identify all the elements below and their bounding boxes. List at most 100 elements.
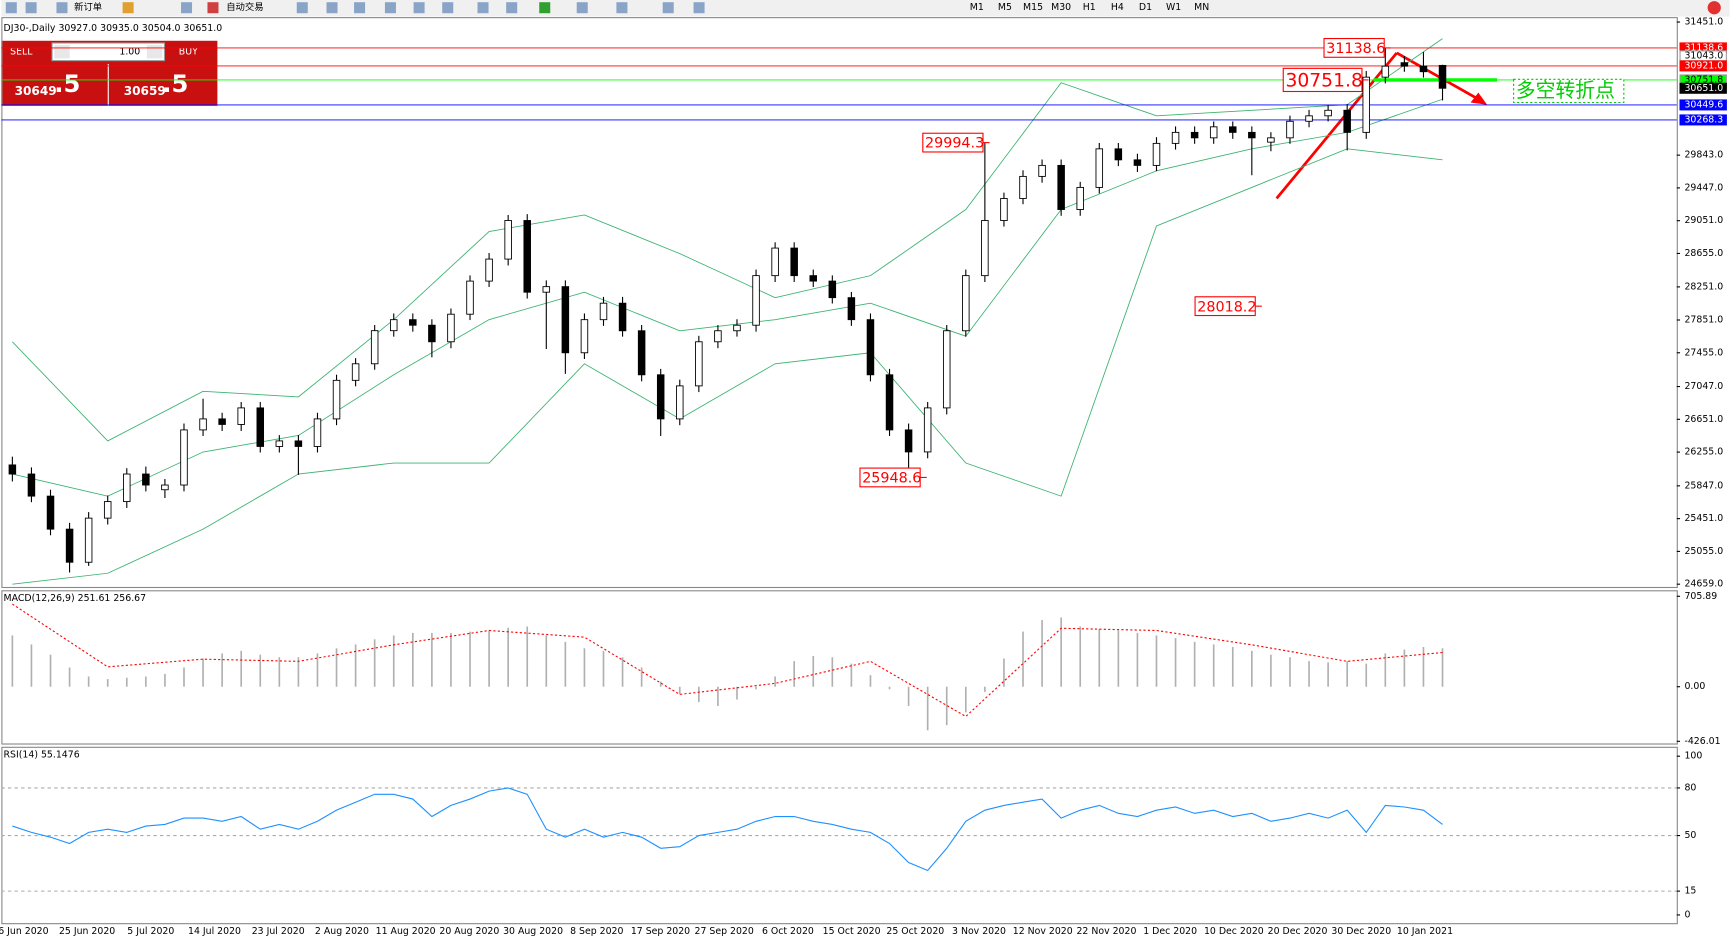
x-tick-label: 5 Jul 2020: [127, 926, 174, 937]
candle-body: [1419, 65, 1428, 73]
sell-button[interactable]: SELL: [10, 46, 33, 57]
price-level-label: 30751.8: [1684, 74, 1723, 85]
y-tick-label: 24659.0: [1684, 579, 1723, 590]
price-level-label: 30921.0: [1684, 60, 1723, 71]
candle-body: [370, 330, 379, 365]
y-tick-label: 27455.0: [1684, 347, 1723, 358]
auto-trading-button[interactable]: 自动交易: [226, 1, 263, 13]
sell-pips[interactable]: .5: [54, 69, 80, 98]
timeframe-button[interactable]: MN: [1194, 2, 1209, 13]
price-level-label: 30268.3: [1684, 114, 1723, 125]
candle-body: [294, 440, 303, 447]
annotation-label: 31138.6: [1326, 41, 1385, 57]
panel-title: DJ30-,Daily 30927.0 30935.0 30504.0 3065…: [4, 23, 223, 34]
y-tick-label: -426.01: [1684, 736, 1720, 747]
candle-body: [332, 379, 341, 420]
new-order-button[interactable]: 新订单: [74, 1, 102, 13]
annotation-label: 29994.3: [925, 136, 984, 152]
x-tick-label: 17 Sep 2020: [631, 926, 690, 937]
trade-panel: SELL 1.00 BUY 30649 .5 30659 .5: [1, 40, 218, 106]
timeframe-button[interactable]: D1: [1139, 2, 1152, 13]
buy-pips[interactable]: .5: [162, 69, 188, 98]
toolbar-icons: [5, 1, 1721, 15]
note-box: [1513, 78, 1625, 104]
candle-body: [504, 220, 512, 260]
candle-body: [1190, 131, 1199, 139]
candle-body: [123, 473, 131, 503]
x-tick-label: 25 Oct 2020: [886, 926, 944, 937]
candle-body: [618, 302, 627, 332]
timeframe-button[interactable]: M5: [998, 2, 1012, 13]
x-tick-label: 10 Dec 2020: [1204, 926, 1264, 937]
y-tick-label: 27851.0: [1684, 314, 1723, 325]
candle-body: [981, 220, 989, 277]
y-tick-label: 27047.0: [1684, 381, 1723, 392]
buy-price[interactable]: 30659: [124, 84, 166, 98]
x-tick-label: 11 Aug 2020: [376, 926, 436, 937]
annotation-label: 30751.8: [1285, 71, 1362, 92]
candle-body: [1438, 64, 1447, 89]
y-tick-label: 25055.0: [1684, 546, 1723, 557]
candle-body: [1114, 148, 1123, 161]
timeframe-button[interactable]: H4: [1111, 2, 1124, 13]
price-level-box: [1679, 60, 1727, 72]
candle-body: [313, 418, 322, 447]
candle-body: [1248, 131, 1256, 139]
x-tick-label: 8 Sep 2020: [570, 926, 623, 937]
candle-body: [1152, 142, 1161, 166]
panel-title: MACD(12,26,9) 251.61 256.67: [4, 593, 147, 604]
timeframe-button[interactable]: W1: [1166, 2, 1181, 13]
price-level-label: 31138.6: [1684, 42, 1723, 53]
candle-body: [1267, 137, 1275, 143]
bollinger-band: [12, 148, 1443, 585]
timeframe-button[interactable]: M15: [1023, 2, 1043, 13]
candle-body: [1095, 148, 1104, 188]
bollinger-band: [12, 98, 1443, 497]
y-tick-label: 29843.0: [1684, 150, 1723, 161]
y-tick-label: 0: [1684, 909, 1690, 920]
candle-body: [1133, 159, 1142, 166]
y-tick-label: 28251.0: [1684, 281, 1723, 292]
candle-body: [714, 330, 722, 343]
candle-body: [256, 407, 265, 447]
candle-body: [84, 517, 93, 563]
candle-body: [180, 429, 188, 486]
candle-body: [866, 319, 875, 376]
lot-size[interactable]: 1.00: [119, 46, 140, 57]
y-tick-label: 25451.0: [1684, 513, 1723, 524]
x-tick-label: 10 Jan 2021: [1397, 926, 1453, 937]
panel-frame: [1, 590, 1678, 745]
timeframe-button[interactable]: M1: [970, 2, 984, 13]
panel-title: RSI(14) 55.1476: [4, 750, 80, 761]
buy-button[interactable]: BUY: [179, 46, 198, 57]
timeframe-button[interactable]: M30: [1051, 2, 1071, 13]
y-tick-label: 80: [1684, 782, 1696, 793]
candle-body: [1400, 62, 1409, 67]
candle-body: [1171, 131, 1180, 144]
candle-body: [8, 464, 17, 475]
candle-body: [1019, 175, 1027, 199]
candle-body: [809, 275, 818, 282]
candle-body: [65, 528, 74, 563]
candle-body: [962, 275, 970, 332]
timeframe-button[interactable]: H1: [1083, 2, 1096, 13]
candle-body: [752, 275, 760, 326]
y-tick-label: 26255.0: [1684, 447, 1723, 458]
candle-body: [389, 319, 398, 332]
sell-price[interactable]: 30649: [15, 84, 57, 98]
x-tick-label: 6 Jun 2020: [0, 926, 49, 937]
candle-body: [1000, 198, 1008, 221]
price-level-label: 30449.6: [1684, 99, 1723, 110]
y-tick-label: 31451.0: [1684, 17, 1723, 28]
candle-body: [161, 484, 169, 491]
candle-body: [1057, 164, 1065, 210]
rsi-line: [12, 787, 1443, 872]
candle-body: [523, 220, 531, 293]
annotation-label: 25948.6: [862, 471, 921, 487]
candle-body: [847, 297, 856, 321]
x-tick-label: 30 Dec 2020: [1331, 926, 1391, 937]
x-tick-label: 27 Sep 2020: [695, 926, 754, 937]
price-level-box: [1679, 114, 1727, 126]
candle-body: [1286, 120, 1294, 139]
